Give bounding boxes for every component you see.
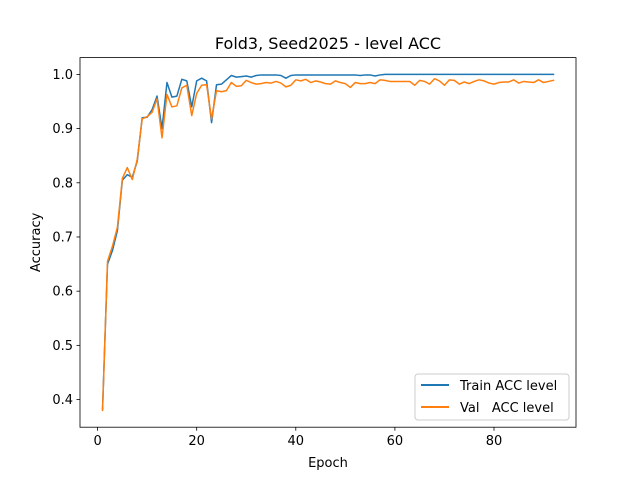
x-tick-label: 40 [288,434,305,449]
y-tick-label: 0.6 [52,285,73,300]
chart-title: Fold3, Seed2025 - level ACC [215,34,441,53]
y-tick-label: 0.8 [52,176,73,191]
legend-label-val: Val ACC level [460,401,554,416]
plot-frame [79,57,577,428]
y-tick-label: 0.7 [52,230,73,245]
x-axis-label: Epoch [308,456,348,471]
x-tick-label: 20 [188,434,205,449]
legend: Train ACC level Val ACC level [414,373,570,421]
series-layer [101,73,555,412]
x-tick-label: 0 [93,434,101,449]
y-axis: 0.4 0.5 0.6 0.7 0.8 0.9 1.0 [52,68,80,408]
x-tick-label: 80 [486,434,503,449]
x-tick-label: 60 [387,434,404,449]
y-tick-label: 0.4 [52,393,73,408]
y-tick-label: 0.9 [52,122,73,137]
x-axis: 0 20 40 60 80 [93,427,502,449]
legend-box [414,373,570,421]
y-axis-label: Accuracy [29,212,44,272]
series-line-train [101,73,555,410]
legend-label-train: Train ACC level [459,379,557,394]
series-line-val [101,77,555,412]
y-tick-label: 1.0 [52,68,73,83]
y-tick-label: 0.5 [52,339,73,354]
